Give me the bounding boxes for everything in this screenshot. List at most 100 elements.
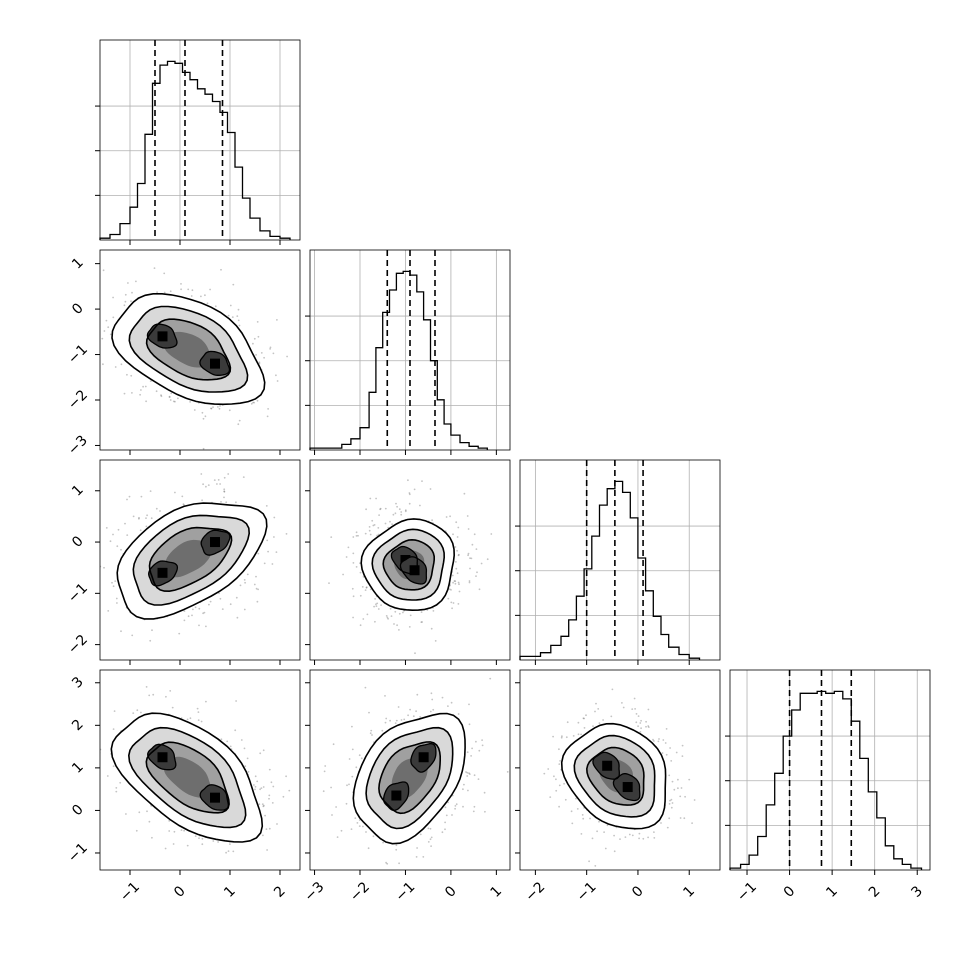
scatter-point [174,491,176,494]
scatter-point [239,584,242,587]
scatter-point [467,528,470,530]
scatter-point [373,524,376,526]
scatter-point [371,734,373,736]
scatter-point [445,814,448,817]
scatter-point [355,535,358,537]
scatter-point [256,399,259,402]
scatter-point [219,483,222,485]
scatter-point [638,832,641,835]
scatter-point [236,616,239,619]
scatter-point [336,836,339,838]
scatter-point [347,546,350,549]
scatter-point [577,721,580,724]
scatter-point [191,289,194,292]
x-tick-label-3-1: 0 [781,883,799,901]
scatter-point [102,269,105,272]
scatter-point [447,801,449,804]
scatter-point [235,596,238,599]
scatter-point [112,728,115,730]
scatter-point [385,861,387,864]
scatter-point [169,399,172,401]
scatter-point [218,407,221,410]
contour-mode-0-3-0 [147,743,177,771]
scatter-point [93,312,95,314]
scatter-point [639,731,642,733]
scatter-point [214,305,217,308]
scatter-point [223,490,226,493]
scatter-point [228,409,231,412]
scatter-point [666,826,669,829]
scatter-point [397,706,400,708]
scatter-point [273,536,275,538]
scatter-point [189,401,192,403]
scatter-point [254,775,257,778]
scatter-point [462,805,464,808]
scatter-point [639,722,642,724]
x-tick-label-0-2: 1 [221,883,239,901]
scatter-point [430,692,433,695]
scatter-point [679,795,682,798]
scatter-point [555,778,557,781]
scatter-point [477,778,480,780]
scatter-point [202,417,205,420]
scatter-point [637,715,640,717]
scatter-point [111,581,113,584]
scatter-point [379,508,381,511]
scatter-point [684,795,686,798]
scatter-point [345,802,348,805]
scatter-point [358,754,361,757]
y-tick-label-2-2: 0 [69,533,87,551]
scatter-point [369,533,372,536]
scatter-point [145,686,148,688]
scatter-point [200,720,203,723]
scatter-point [427,827,430,830]
scatter-point [451,607,453,610]
scatter-point [160,394,162,396]
scatter-point [218,592,220,595]
scatter-point [263,562,266,565]
scatter-point [384,507,387,510]
scatter-point [355,566,358,568]
scatter-point [457,603,460,605]
scatter-point [103,330,106,332]
scatter-point [177,397,179,400]
scatter-point [398,862,400,865]
scatter-point [409,708,411,711]
scatter-point [441,831,444,834]
scatter-point [668,774,671,777]
scatter-point [619,838,621,840]
density-peak-1-3-0 [391,790,402,801]
y-tick-label-3-4: 3 [69,674,87,692]
scatter-point [159,510,161,512]
scatter-point [227,314,230,317]
scatter-point [192,608,194,611]
scatter-point [668,803,671,805]
scatter-point [652,738,654,741]
scatter-point [180,288,183,291]
scatter-point [415,856,418,858]
scatter-point [253,401,256,404]
scatter-point [359,624,362,627]
scatter-point [564,798,567,801]
scatter-point [197,719,200,721]
scatter-point [257,335,260,338]
contour-mode-0-2-0 [148,560,179,587]
y-tick-label-2-3: 1 [69,482,87,500]
scatter-point [285,533,288,535]
scatter-point [123,304,126,307]
scatter-point [140,389,142,391]
scatter-point [257,588,259,591]
scatter-point [125,813,127,815]
scatter-point [114,580,117,582]
scatter-point [163,272,166,275]
scatter-point [240,739,243,741]
scatter-point [359,594,362,597]
scatter-point [115,790,118,793]
histogram-panel-1 [305,249,511,455]
scatter-point [103,566,105,569]
scatter-point [270,781,273,784]
scatter-point [262,749,265,752]
x-tick-label-1-1: −2 [347,879,373,905]
scatter-point [202,612,205,615]
scatter-point [604,847,607,850]
